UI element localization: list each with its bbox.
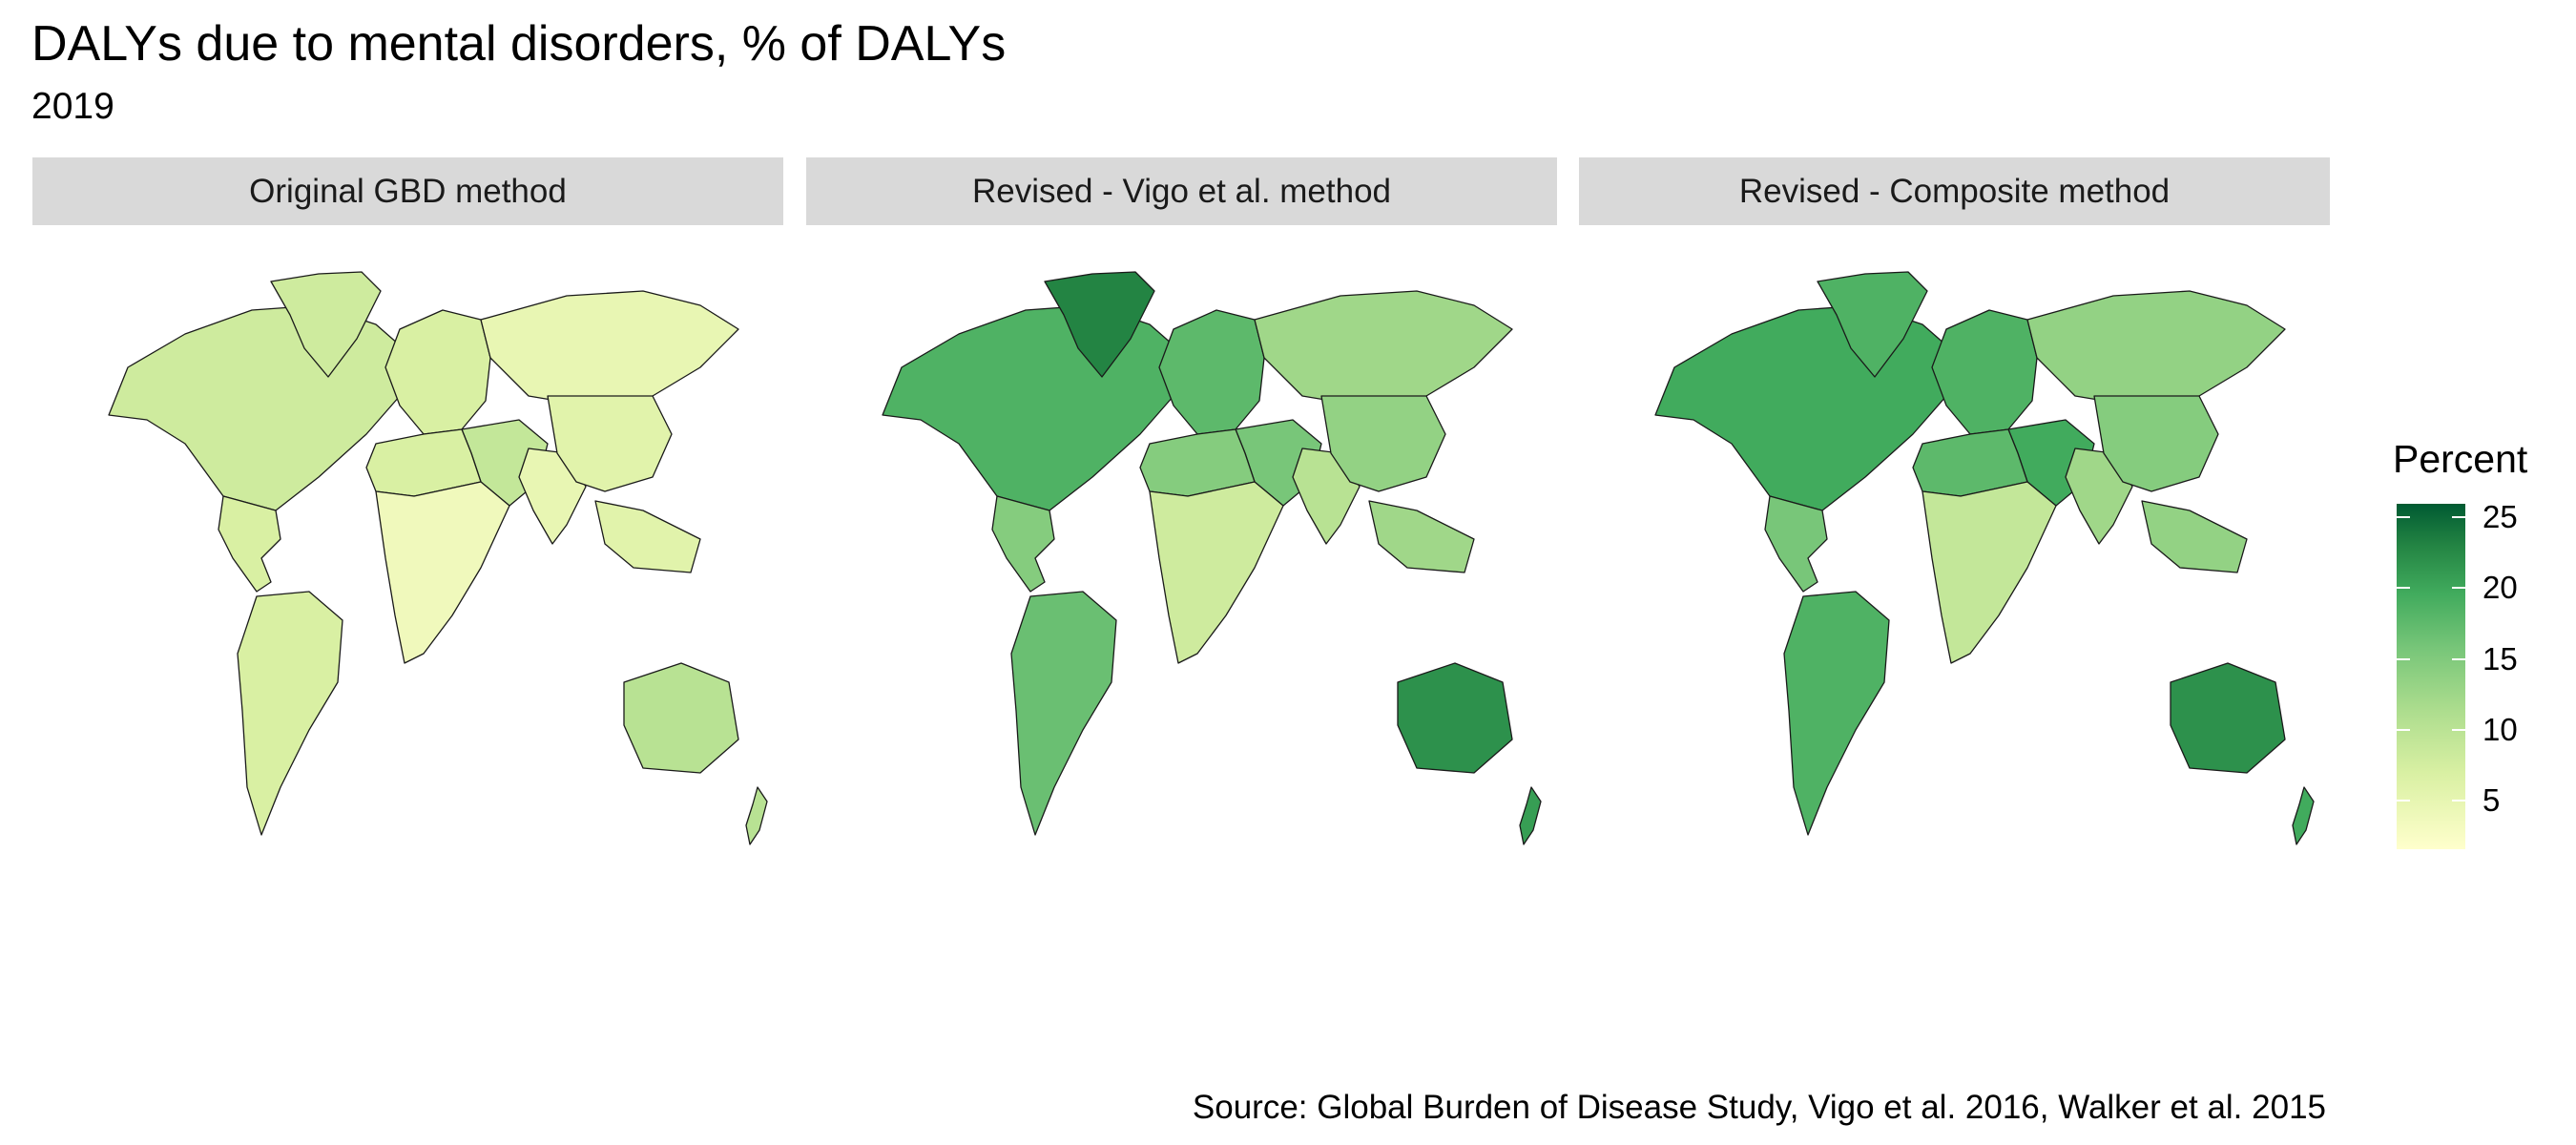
region-australia xyxy=(623,662,739,774)
legend-tick-label: 20 xyxy=(2483,570,2518,605)
region-subsaharan-africa xyxy=(1149,481,1284,664)
color-legend: Percent 25 20 15 10 5 xyxy=(2390,434,2571,864)
chart-subtitle: 2019 xyxy=(31,86,114,127)
region-russia xyxy=(480,290,739,406)
region-australia xyxy=(1397,662,1513,774)
facet-strip-label: Revised - Composite method xyxy=(1579,157,2330,225)
world-map-vigo xyxy=(882,271,1542,845)
region-europe xyxy=(1158,309,1265,435)
region-south-america xyxy=(237,591,343,836)
legend-colorbar xyxy=(2397,504,2465,849)
region-greenland xyxy=(270,271,382,378)
world-map-original xyxy=(108,271,768,845)
facet-strip-label: Revised - Vigo et al. method xyxy=(806,157,1557,225)
panel-composite: Revised - Composite method xyxy=(1579,157,2330,1035)
region-russia xyxy=(1254,290,1513,406)
region-southeast-asia xyxy=(594,500,701,573)
region-new-zealand xyxy=(1519,786,1542,845)
region-greenland xyxy=(1817,271,1928,378)
region-north-america xyxy=(1654,304,1962,511)
facet-strip-label: Original GBD method xyxy=(32,157,783,225)
legend-tick-label: 15 xyxy=(2483,641,2518,677)
region-new-zealand xyxy=(745,786,768,845)
chart-title: DALYs due to mental disorders, % of DALY… xyxy=(31,16,1007,72)
region-china xyxy=(2093,395,2219,492)
region-china xyxy=(1320,395,1446,492)
region-southeast-asia xyxy=(2141,500,2248,573)
region-new-zealand xyxy=(2292,786,2315,845)
world-map-composite xyxy=(1654,271,2315,845)
legend-tick-label: 25 xyxy=(2483,499,2518,534)
region-europe xyxy=(384,309,491,435)
legend-title: Percent xyxy=(2393,437,2528,481)
region-central-america xyxy=(991,495,1055,593)
region-north-america xyxy=(108,304,415,511)
region-south-america xyxy=(1010,591,1117,836)
region-central-america xyxy=(1764,495,1828,593)
region-subsaharan-africa xyxy=(1922,481,2057,664)
region-central-america xyxy=(218,495,281,593)
panel-original-gbd: Original GBD method xyxy=(32,157,783,1035)
legend-tick-label: 5 xyxy=(2483,782,2501,818)
legend-tick-label: 10 xyxy=(2483,712,2518,747)
region-china xyxy=(547,395,673,492)
region-europe xyxy=(1931,309,2038,435)
region-southeast-asia xyxy=(1368,500,1475,573)
region-australia xyxy=(2170,662,2286,774)
region-russia xyxy=(2026,290,2286,406)
region-greenland xyxy=(1044,271,1155,378)
source-caption: Source: Global Burden of Disease Study, … xyxy=(1192,1089,2326,1126)
panel-vigo: Revised - Vigo et al. method xyxy=(806,157,1557,1035)
region-north-america xyxy=(882,304,1189,511)
region-subsaharan-africa xyxy=(375,481,510,664)
region-south-america xyxy=(1783,591,1890,836)
